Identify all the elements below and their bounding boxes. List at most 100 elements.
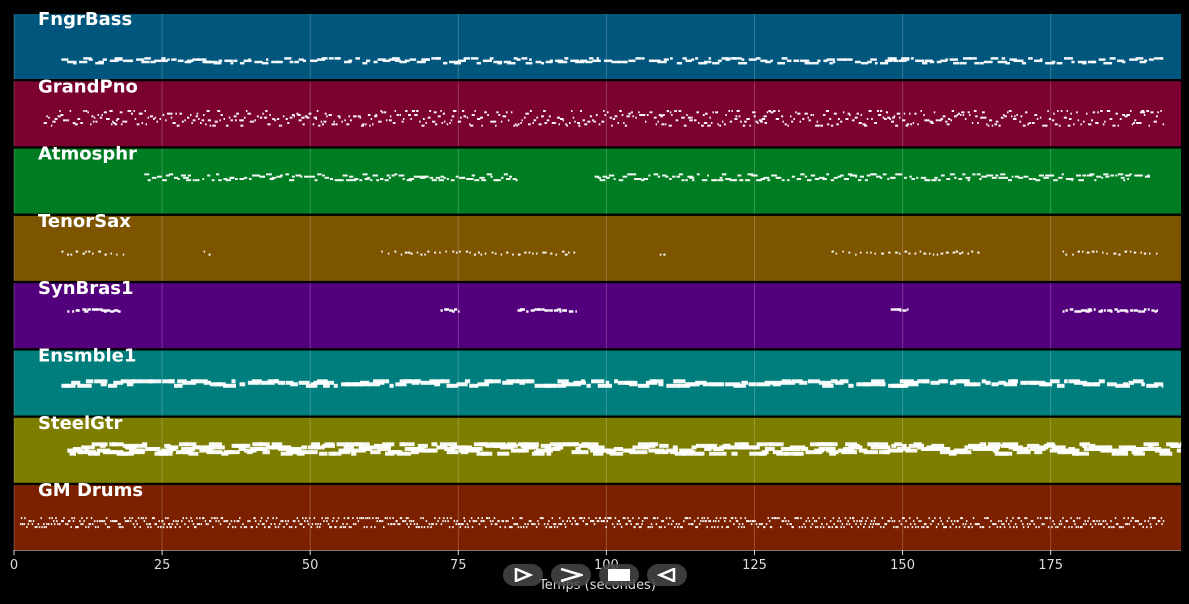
note [202,178,205,181]
note [181,447,196,451]
note [1062,517,1064,520]
note [199,517,201,520]
note [128,517,131,520]
note [481,517,483,520]
note [882,173,887,176]
note [731,517,734,520]
note [655,123,658,126]
note [968,114,971,116]
note [891,443,897,448]
note [702,114,705,116]
note [416,110,419,112]
note [171,58,177,61]
note [853,520,855,523]
note [127,520,129,523]
note [492,520,494,523]
note [974,61,980,65]
note [316,379,328,384]
note [965,520,968,523]
note [216,517,218,520]
note [971,122,974,124]
note [269,114,271,116]
note [231,176,234,179]
note [253,517,255,520]
stop-button[interactable] [599,564,639,586]
note [920,110,922,112]
note [247,112,251,115]
note [1051,526,1053,529]
note [875,523,877,526]
note [280,451,293,456]
note [267,517,269,520]
note [129,59,134,63]
note [1098,520,1101,523]
note [169,112,173,115]
note [487,114,489,116]
note [271,176,277,179]
note [399,60,407,64]
note [166,526,168,529]
note [381,250,383,253]
note [786,59,792,63]
note [912,122,915,124]
note [889,176,894,179]
note [868,110,872,112]
note [871,526,874,529]
note [550,252,553,255]
note [884,118,887,120]
note [96,308,99,311]
note [831,526,834,529]
rewind-button[interactable] [647,564,687,586]
note [439,442,458,447]
note [1106,110,1111,112]
note [176,124,180,127]
note [136,123,140,126]
note [557,308,562,311]
note [220,114,223,116]
note [648,59,655,63]
note [377,517,380,520]
note [1089,173,1095,176]
note [204,520,207,523]
note [913,442,922,447]
note [1125,310,1129,313]
note [1115,112,1118,115]
note [880,110,883,112]
forward-button[interactable] [551,564,591,586]
note [671,114,673,116]
note [500,253,503,256]
note [227,450,233,455]
note [489,520,492,523]
note [1062,310,1065,313]
note [320,120,323,123]
note [729,520,731,523]
note [741,58,745,61]
note [359,517,361,520]
note [630,523,632,526]
note [344,119,346,122]
note [796,451,803,456]
note [285,173,290,176]
note [450,179,455,182]
note [170,526,172,529]
note [795,517,798,520]
note [566,382,581,387]
note [435,57,441,60]
note [1033,59,1043,63]
note [893,520,896,523]
note [1129,58,1139,61]
note [1035,526,1037,529]
note [240,526,242,529]
note [922,61,928,65]
note [1077,250,1080,253]
note [173,383,183,388]
play-button[interactable] [503,564,543,586]
note [857,526,860,529]
note [429,176,434,179]
note [480,253,483,256]
note [282,115,285,118]
note [517,253,521,256]
note [406,523,408,526]
note [408,526,410,529]
note [118,526,121,529]
